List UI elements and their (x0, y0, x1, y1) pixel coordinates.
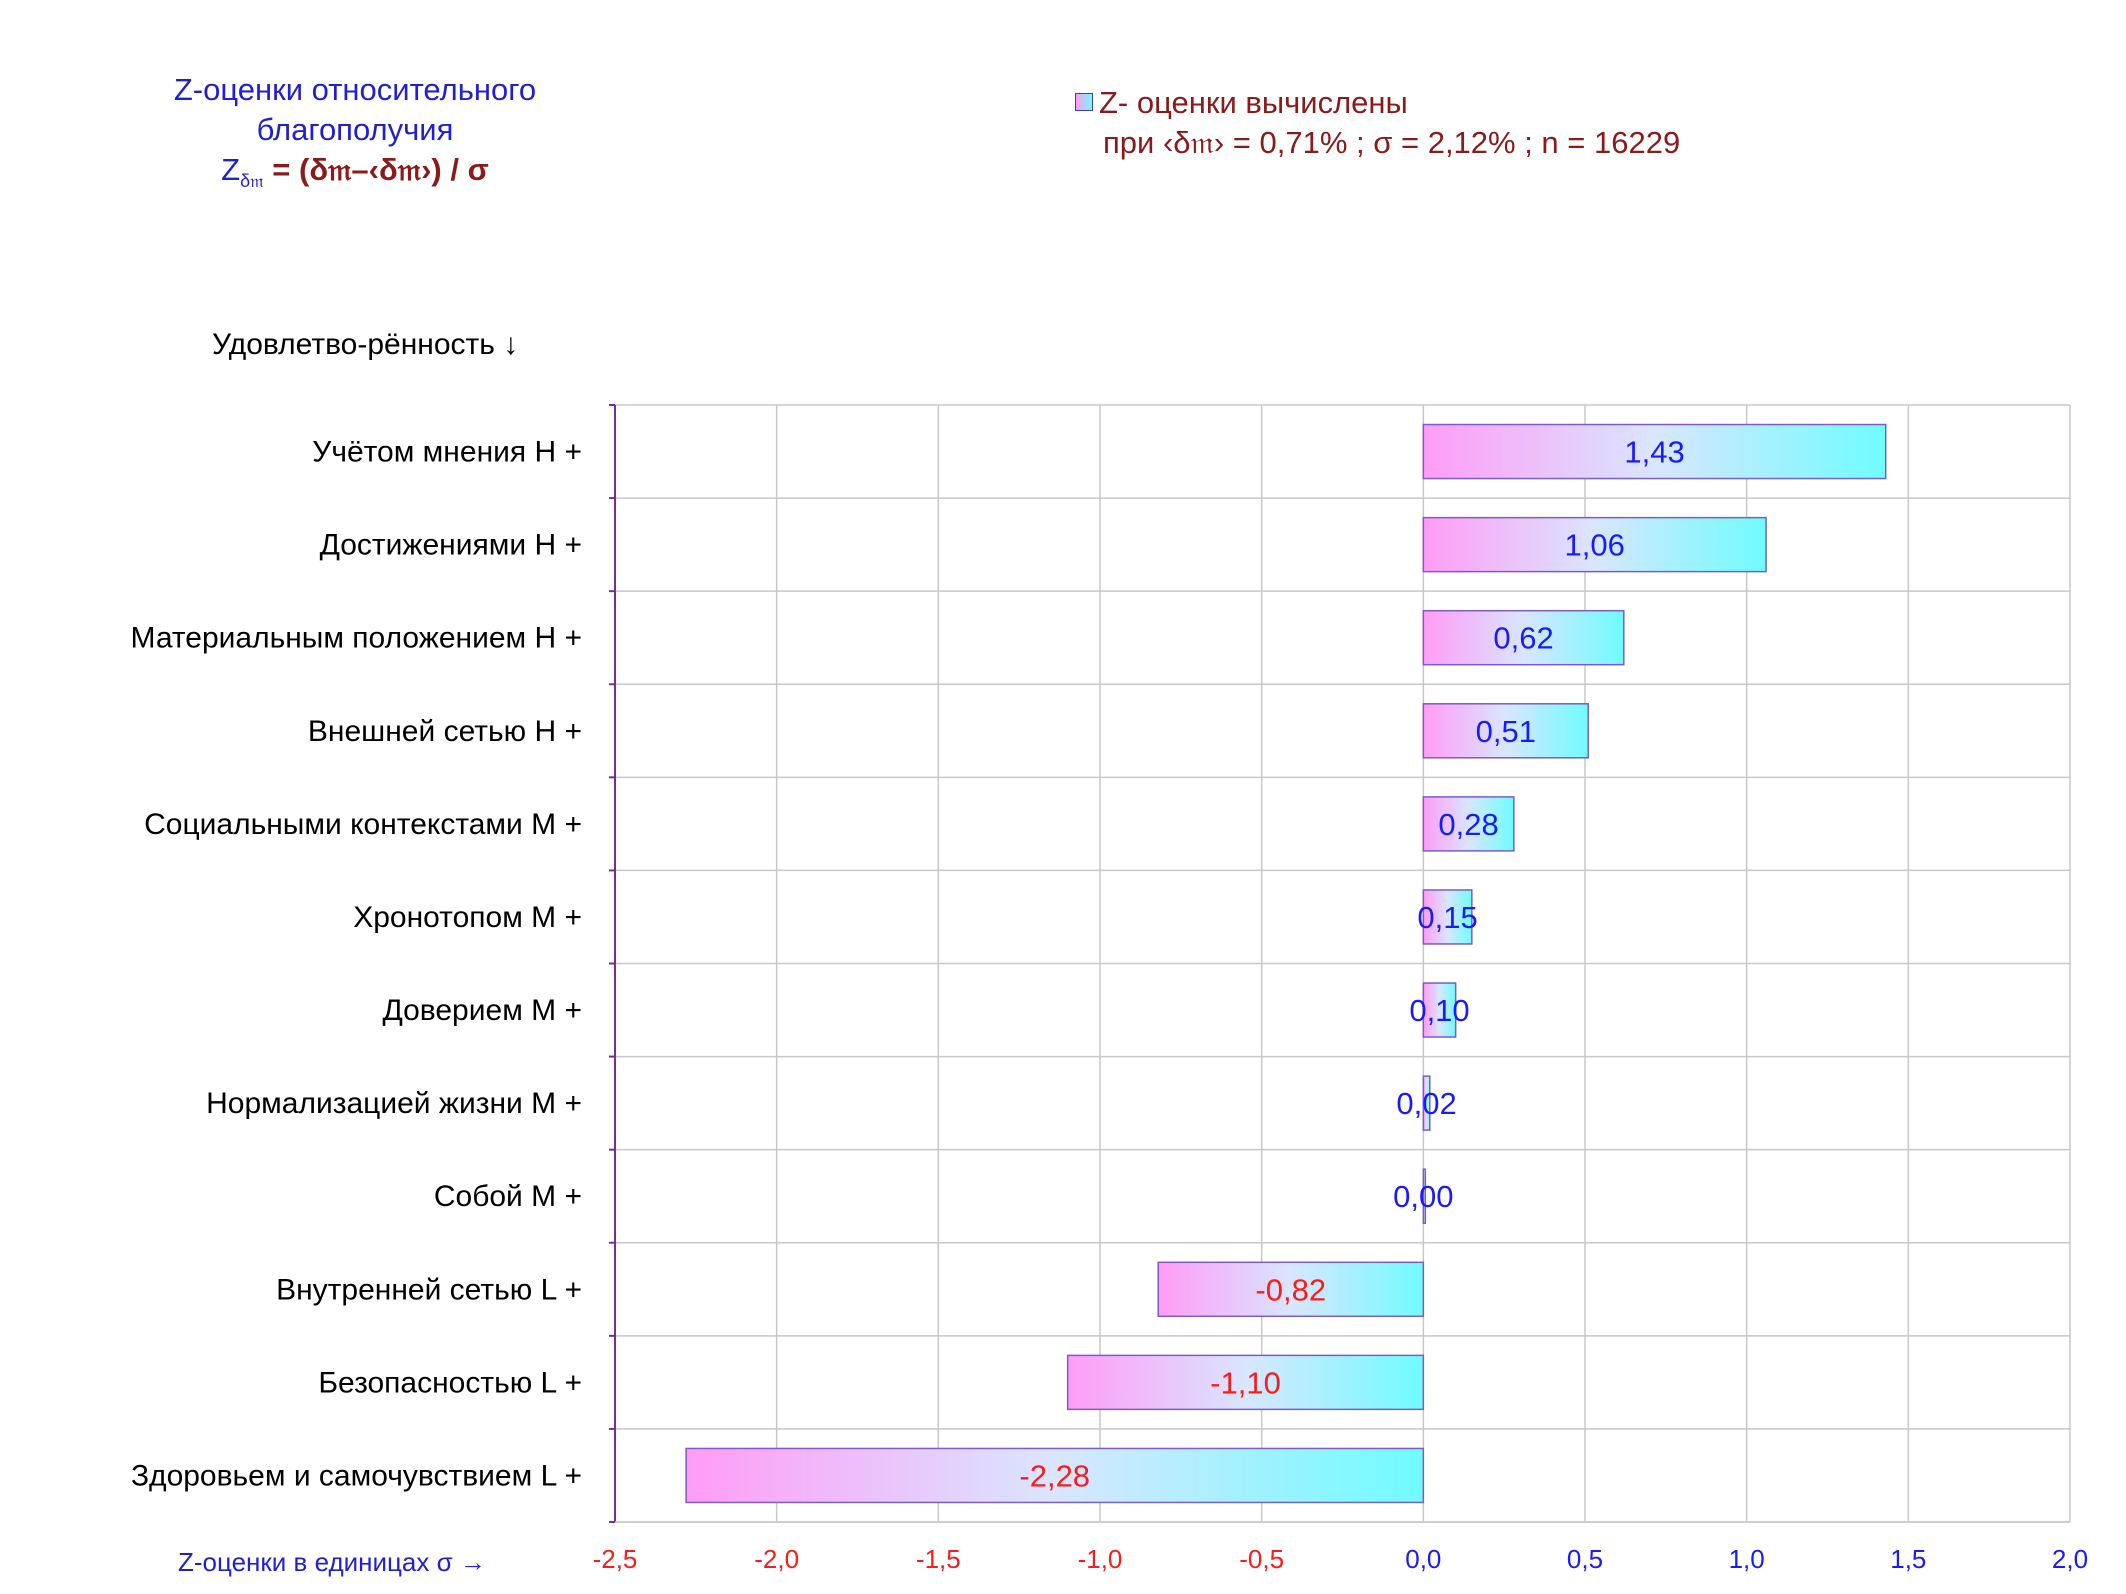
bar (1422, 609, 1625, 666)
data-label: 0,51 (1476, 714, 1536, 749)
bar (1157, 1261, 1425, 1318)
formula-subscript: δ𝔪 (240, 171, 264, 192)
legend-entry: Z- оценки вычислены (1075, 83, 1680, 123)
x-tick-label: -1,5 (916, 1544, 961, 1574)
data-label: -2,28 (1019, 1458, 1090, 1493)
formula-z: Z (221, 152, 241, 187)
data-label: 0,02 (1396, 1086, 1456, 1121)
legend: Z- оценки вычислены при ‹δ𝔪› = 0,71% ; σ… (1075, 83, 1680, 163)
x-tick-label: -0,5 (1239, 1544, 1284, 1574)
category-label: Здоровьем и самочувствием L + (131, 1459, 582, 1492)
category-label: Собой M + (434, 1180, 582, 1213)
bar (1422, 1168, 1427, 1224)
data-label: 0,15 (1417, 900, 1477, 935)
category-label: Хронотопом M + (353, 901, 582, 934)
data-label: 1,43 (1624, 435, 1684, 470)
bar (1422, 982, 1457, 1038)
x-tick-label: -2,5 (593, 1544, 638, 1574)
bar (1422, 423, 1887, 480)
category-label: Материальным положением H + (131, 622, 583, 655)
x-tick-label: 0,0 (1405, 1544, 1441, 1574)
data-label: -0,82 (1255, 1272, 1326, 1307)
data-label: -1,10 (1210, 1365, 1281, 1400)
category-label: Социальными контекстами M + (144, 808, 582, 841)
data-label: 1,06 (1565, 528, 1625, 563)
chart-title-line1: Z-оценки относительного (173, 72, 537, 107)
x-tick-label: -1,0 (1078, 1544, 1123, 1574)
bar (1066, 1354, 1425, 1411)
data-label: 0,00 (1393, 1179, 1453, 1214)
data-label: 0,28 (1438, 807, 1498, 842)
legend-line1: Z- оценки вычислены (1099, 85, 1408, 120)
legend-swatch (1075, 92, 1093, 111)
chart-title-line2: благополучия (256, 112, 454, 147)
bar (1422, 889, 1473, 945)
bar (1422, 516, 1767, 573)
chart-title-formula: Zδ𝔪 = (δ𝔪–‹δ𝔪›) / σ (120, 150, 590, 201)
x-tick-label: -2,0 (754, 1544, 799, 1574)
category-label: Безопасностью L + (318, 1366, 582, 1399)
bar (1422, 1075, 1431, 1131)
x-tick-label: 1,0 (1729, 1544, 1765, 1574)
category-label: Внутренней сетью L + (276, 1273, 582, 1306)
category-label: Внешней сетью H + (308, 715, 582, 748)
data-label: 0,10 (1409, 993, 1469, 1028)
category-label: Достижениями H + (320, 529, 582, 562)
category-label: Нормализацией жизни M + (206, 1087, 582, 1120)
category-label: Учётом мнения H + (312, 436, 582, 469)
category-label: Доверием M + (382, 994, 582, 1027)
x-tick-label: 2,0 (2052, 1544, 2088, 1574)
y-category-title: Удовлетво-рённость ↓ (212, 328, 519, 361)
legend-line2: при ‹δ𝔪› = 0,71% ; σ = 2,12% ; n = 16229 (1103, 125, 1681, 160)
formula-body: = (δ𝔪–‹δ𝔪›) / σ (263, 152, 489, 187)
chart-title: Z-оценки относительного благополучия Zδ𝔪… (120, 70, 590, 201)
bar (685, 1447, 1425, 1504)
x-tick-label: 0,5 (1567, 1544, 1603, 1574)
bar (1422, 796, 1515, 852)
data-label: 0,62 (1493, 621, 1553, 656)
x-axis-title: Z-оценки в единицах σ → (178, 1547, 486, 1577)
x-tick-label: 1,5 (1890, 1544, 1926, 1574)
bar (1422, 703, 1589, 759)
